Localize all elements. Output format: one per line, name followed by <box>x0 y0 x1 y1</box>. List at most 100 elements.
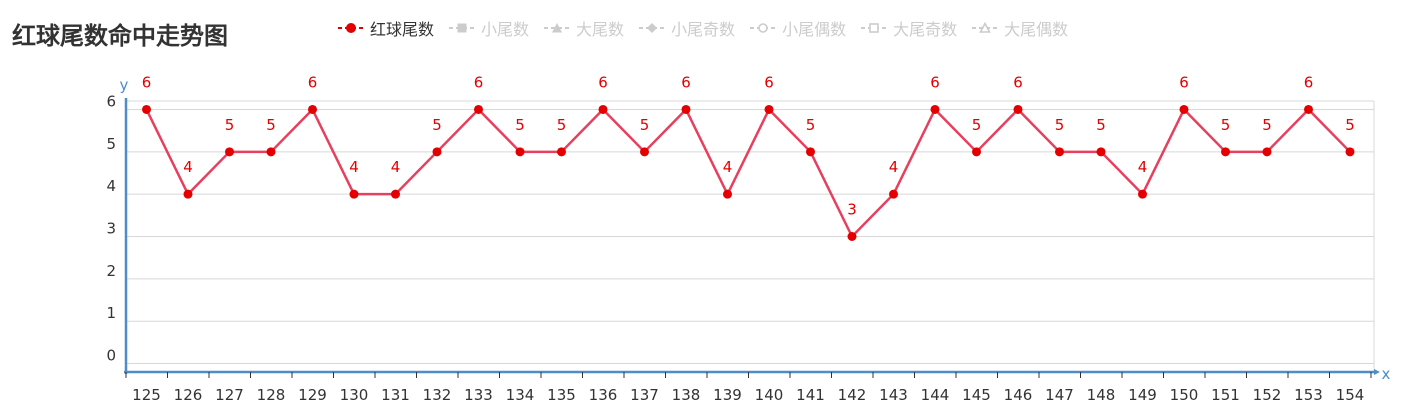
x-tick-labels: 125 126 127 128 129 130 131 132 133 134 135 136 137 1… <box>125 372 1372 404</box>
data-point[interactable] <box>1262 147 1272 157</box>
chart-legend: 红球尾数 小尾数 大尾数 小尾奇数 小尾偶数 大尾奇数 大尾偶数 <box>337 17 1068 39</box>
x-tick-label: 138 <box>672 386 701 404</box>
data-point[interactable] <box>681 104 691 114</box>
x-tick-label: 147 <box>1045 386 1074 404</box>
data-label: 5 <box>972 116 982 134</box>
data-point[interactable] <box>723 189 732 199</box>
legend-marker-circle-filled-icon <box>338 23 364 33</box>
data-label: 5 <box>432 116 442 134</box>
data-point[interactable] <box>1179 104 1189 114</box>
legend-label: 大尾偶数 <box>1004 20 1069 39</box>
x-tick-label: 150 <box>1170 386 1199 404</box>
x-tick-label: 125 <box>132 386 161 404</box>
legend-marker-diamond-filled-icon <box>639 23 666 33</box>
data-point[interactable] <box>640 147 649 157</box>
series-line <box>145 108 1351 238</box>
x-tick-label: 145 <box>962 386 991 404</box>
data-point[interactable] <box>142 104 151 114</box>
data-label: 5 <box>515 116 525 134</box>
x-tick-label: 149 <box>1128 386 1157 404</box>
data-point[interactable] <box>930 104 940 114</box>
data-point[interactable] <box>183 189 193 199</box>
data-point[interactable] <box>598 104 608 114</box>
legend-item-7[interactable]: 大尾偶数 <box>971 16 1068 40</box>
data-point[interactable] <box>1096 147 1106 157</box>
data-point[interactable] <box>806 147 815 157</box>
legend-item-2[interactable]: 小尾数 <box>448 16 529 40</box>
data-label: 3 <box>847 201 857 219</box>
data-label: 6 <box>142 73 152 91</box>
legend-label: 大尾数 <box>576 20 625 39</box>
x-tick-label: 130 <box>340 386 369 404</box>
x-tick-label: 133 <box>464 386 493 404</box>
data-label: 6 <box>1013 73 1023 91</box>
x-axis-name: x <box>1382 365 1391 383</box>
y-axis-name: y <box>120 76 129 94</box>
x-axis-arrow <box>1374 369 1380 375</box>
data-label: 6 <box>1179 73 1189 91</box>
data-label: 5 <box>557 116 567 134</box>
data-label: 6 <box>598 73 608 91</box>
data-point[interactable] <box>847 232 857 241</box>
x-tick-label: 151 <box>1211 386 1240 404</box>
data-point[interactable] <box>972 147 981 157</box>
data-label: 4 <box>183 158 193 176</box>
y-tick-labels: 0 1 2 3 4 5 6 <box>106 92 116 364</box>
y-tick-label: 4 <box>106 177 116 195</box>
legend-item-4[interactable]: 小尾奇数 <box>638 16 735 40</box>
data-label: 4 <box>391 158 401 176</box>
y-tick-label: 6 <box>106 92 116 110</box>
legend-item-1[interactable]: 红球尾数 <box>337 16 434 40</box>
data-point[interactable] <box>515 147 525 157</box>
x-tick-label: 146 <box>1004 386 1033 404</box>
data-point[interactable] <box>432 147 442 157</box>
data-label: 4 <box>1138 158 1148 176</box>
data-point[interactable] <box>349 189 359 199</box>
data-label: 5 <box>1262 116 1272 134</box>
legend-label: 小尾奇数 <box>671 20 736 39</box>
data-point[interactable] <box>557 147 566 157</box>
x-tick-label: 143 <box>879 386 908 404</box>
data-point[interactable] <box>1055 147 1064 157</box>
data-label: 4 <box>723 158 733 176</box>
series-1: 6 4 5 5 6 4 4 5 6 5 5 6 5 6 4 6 5 3 4 6 5 6 5 5 4 6 5 5 6 5 <box>142 73 1355 241</box>
data-label: 6 <box>1304 73 1314 91</box>
x-tick-label: 126 <box>174 386 203 404</box>
data-point[interactable] <box>225 147 234 157</box>
x-tick-label: 132 <box>423 386 452 404</box>
data-label: 5 <box>1096 116 1106 134</box>
legend-item-3[interactable]: 大尾数 <box>543 16 624 40</box>
data-point[interactable] <box>308 104 317 114</box>
data-point[interactable] <box>764 104 774 114</box>
grid-lines <box>126 100 1375 372</box>
legend-item-6[interactable]: 大尾奇数 <box>860 16 957 40</box>
data-label: 6 <box>474 73 484 91</box>
legend-marker-circle-open-icon <box>750 23 777 33</box>
data-point[interactable] <box>889 189 898 199</box>
x-tick-label: 142 <box>838 386 867 404</box>
legend-item-5[interactable]: 小尾偶数 <box>749 16 846 40</box>
data-label: 5 <box>1345 116 1355 134</box>
y-tick-label: 1 <box>106 304 116 322</box>
x-tick-label: 144 <box>921 386 950 404</box>
axes: yx <box>120 76 1391 383</box>
data-label: 5 <box>640 116 650 134</box>
y-tick-label: 3 <box>106 220 116 238</box>
data-label: 4 <box>889 158 899 176</box>
data-label: 5 <box>1221 116 1231 134</box>
legend-label: 大尾奇数 <box>893 20 958 39</box>
data-label: 5 <box>225 116 235 134</box>
data-point[interactable] <box>474 104 483 114</box>
data-label: 6 <box>930 73 940 91</box>
data-point[interactable] <box>1221 147 1230 157</box>
x-tick-label: 141 <box>796 386 825 404</box>
data-label: 6 <box>764 73 774 91</box>
data-point[interactable] <box>391 189 400 199</box>
data-point[interactable] <box>1345 147 1355 157</box>
data-point[interactable] <box>1138 189 1147 199</box>
x-tick-label: 137 <box>630 386 659 404</box>
data-point[interactable] <box>1013 104 1023 114</box>
data-point[interactable] <box>1304 104 1313 114</box>
data-point[interactable] <box>266 147 276 157</box>
